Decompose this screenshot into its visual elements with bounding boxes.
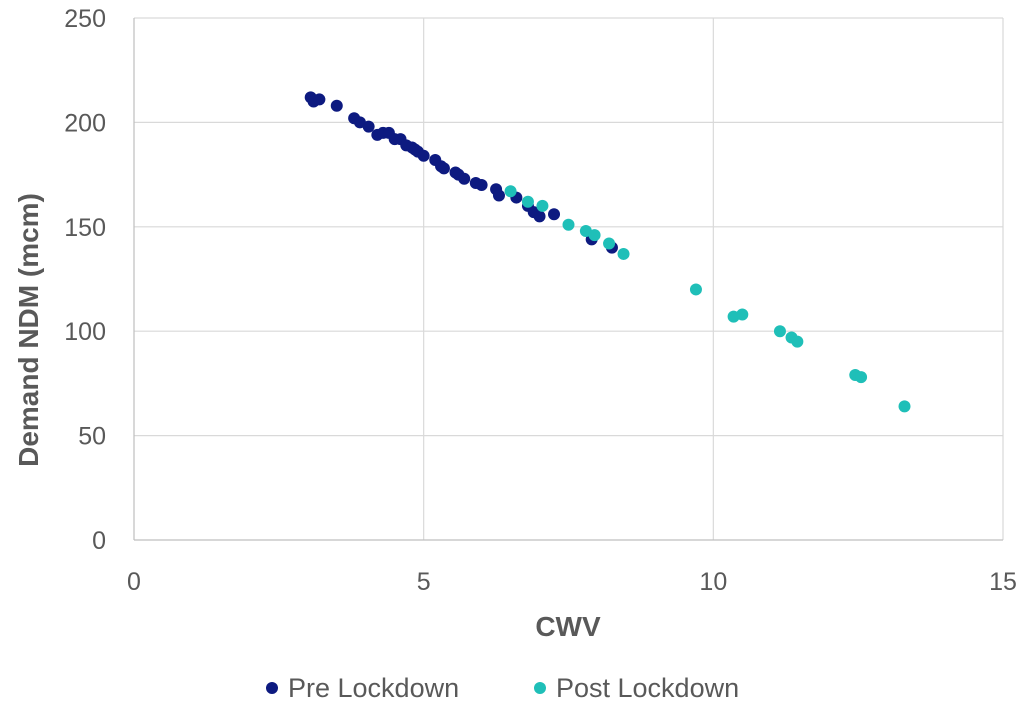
x-tick-labels: 0 5 10 15 (127, 568, 1017, 596)
data-point (437, 162, 450, 175)
legend-item: Pre Lockdown (266, 673, 459, 703)
data-point (617, 247, 630, 260)
legend-label: Post Lockdown (556, 673, 739, 703)
data-points (304, 91, 911, 413)
y-tick-label: 100 (64, 318, 106, 346)
series-pre-lockdown (304, 91, 618, 254)
data-point (898, 400, 911, 413)
data-point (736, 308, 749, 321)
y-tick-label: 200 (64, 109, 106, 137)
data-point (492, 189, 505, 202)
legend: Pre Lockdown Post Lockdown (266, 673, 739, 703)
data-point (588, 229, 601, 242)
legend-label: Pre Lockdown (288, 673, 459, 703)
data-point (533, 210, 546, 223)
axes (133, 18, 1003, 541)
data-point (562, 218, 575, 231)
y-tick-label: 0 (92, 527, 106, 555)
data-point (362, 120, 375, 133)
data-point (603, 237, 616, 250)
y-axis-title: Demand NDM (mcm) (13, 193, 44, 467)
legend-marker (534, 682, 546, 694)
legend-item: Post Lockdown (534, 673, 739, 703)
data-point (791, 335, 804, 348)
data-point (475, 179, 488, 192)
data-point (689, 283, 702, 296)
y-tick-label: 250 (64, 5, 106, 33)
data-point (313, 93, 326, 106)
data-point (458, 172, 471, 185)
data-point (504, 185, 517, 198)
x-tick-label: 0 (127, 568, 141, 596)
x-tick-label: 5 (417, 568, 431, 596)
x-axis-title: CWV (535, 611, 601, 642)
x-tick-label: 10 (699, 568, 727, 596)
data-point (773, 325, 786, 338)
data-point (417, 149, 430, 162)
x-tick-label: 15 (989, 568, 1017, 596)
y-tick-label: 150 (64, 214, 106, 242)
series-post-lockdown (504, 185, 911, 413)
data-point (548, 208, 561, 221)
y-tick-label: 50 (78, 423, 106, 451)
gridlines (134, 17, 1004, 540)
data-point (536, 199, 549, 212)
data-point (330, 99, 343, 112)
legend-marker (266, 682, 278, 694)
y-tick-labels: 0 50 100 150 200 250 (64, 5, 106, 555)
data-point (521, 195, 534, 208)
data-point (855, 371, 868, 384)
